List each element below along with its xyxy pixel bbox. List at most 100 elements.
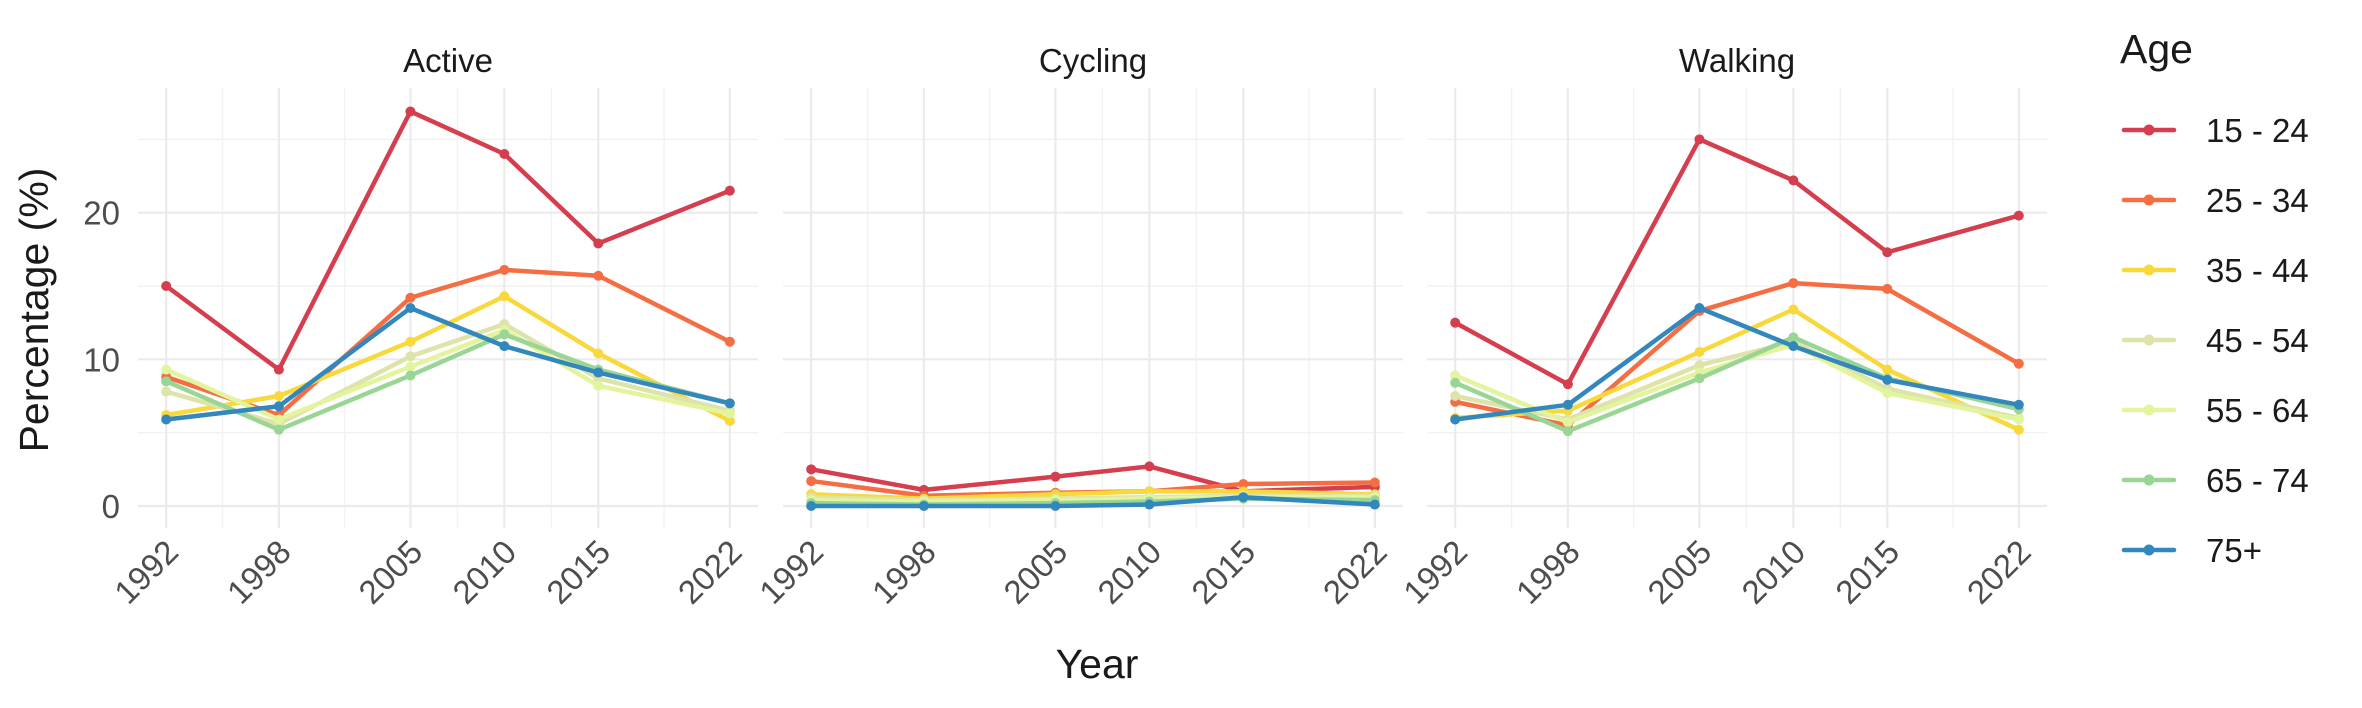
data-point: [1788, 175, 1799, 186]
data-point: [1788, 304, 1799, 315]
x-tick-label: 2010: [445, 533, 523, 611]
data-point: [1450, 414, 1461, 425]
data-point: [1882, 364, 1893, 375]
panel-cycling: Cycling 1992 1998 2005 2010 2015 2022: [752, 42, 1403, 611]
legend-item: 35 - 44: [2121, 252, 2309, 289]
data-point: [593, 380, 604, 391]
panel-background: [783, 88, 1403, 528]
data-point: [1450, 317, 1461, 328]
data-point: [273, 414, 284, 425]
data-point: [2013, 414, 2024, 425]
data-point: [405, 106, 416, 117]
legend-item: 15 - 24: [2121, 112, 2309, 149]
data-point: [405, 351, 416, 362]
data-point: [806, 464, 817, 475]
data-point: [724, 408, 735, 419]
x-axis-title: Year: [1056, 641, 1139, 687]
legend-key-point: [2143, 404, 2155, 416]
x-tick-label: 2005: [351, 533, 429, 611]
legend-key-point: [2143, 264, 2155, 276]
x-tick-label: 2010: [1734, 533, 1812, 611]
strip-label-cycling: Cycling: [1039, 42, 1147, 79]
legend-item: 75+: [2121, 532, 2262, 569]
data-point: [405, 370, 416, 381]
panel-active: Active 1992 1998 2005 2010 2015 2022 0 10 20: [83, 42, 758, 611]
legend-item: 25 - 34: [2121, 182, 2309, 219]
x-tick-label: 1992: [1396, 533, 1474, 611]
data-point: [2013, 358, 2024, 369]
legend-label: 35 - 44: [2206, 252, 2309, 289]
data-point: [1450, 391, 1461, 401]
series-line-45-54: [163, 321, 733, 427]
legend-label: 55 - 64: [2206, 392, 2309, 429]
legend-title: Age: [2120, 26, 2193, 72]
data-point: [724, 415, 735, 426]
legend-item: 55 - 64: [2121, 392, 2309, 429]
data-point: [1144, 499, 1155, 510]
data-point: [593, 348, 604, 359]
series-line-35-44: [1452, 307, 2022, 432]
y-tick-label: 10: [83, 341, 120, 378]
x-tick-label: 2005: [996, 533, 1074, 611]
x-tick-label: 2022: [1960, 533, 2038, 611]
data-point: [2013, 424, 2024, 435]
x-tick-label: 2022: [671, 533, 749, 611]
legend-item: 45 - 54: [2121, 322, 2309, 359]
data-point: [1050, 501, 1061, 511]
data-point: [405, 292, 416, 303]
series-line-15-24: [163, 109, 733, 372]
legend-label: 45 - 54: [2206, 322, 2309, 359]
data-point: [724, 336, 735, 347]
data-point: [1882, 247, 1893, 258]
data-point: [918, 501, 929, 511]
data-point: [499, 291, 510, 302]
data-point: [161, 414, 172, 425]
legend-label: 75+: [2206, 532, 2262, 569]
data-point: [1694, 360, 1705, 371]
panel-walking: Walking 1992 1998 2005 2010 2015 2022: [1396, 42, 2047, 611]
x-tick-label: 1998: [1509, 533, 1587, 611]
legend-key-point: [2143, 474, 2155, 486]
data-point: [1562, 426, 1573, 437]
x-tick-label: 1998: [220, 533, 298, 611]
series-line-35-44: [163, 294, 733, 424]
legend-label: 25 - 34: [2206, 182, 2309, 219]
data-point: [161, 376, 172, 387]
x-tick-label: 1992: [107, 533, 185, 611]
data-point: [1788, 332, 1799, 343]
data-point: [1050, 471, 1061, 482]
legend-label: 15 - 24: [2206, 112, 2309, 149]
data-point: [1450, 377, 1461, 388]
data-point: [593, 238, 604, 249]
data-point: [724, 185, 735, 196]
data-point: [161, 364, 172, 375]
data-point: [2013, 210, 2024, 221]
legend-key-point: [2143, 334, 2155, 346]
data-point: [1882, 283, 1893, 294]
y-axis-title: Percentage (%): [11, 168, 57, 453]
data-point: [1369, 499, 1380, 510]
x-tick-label: 1992: [752, 533, 830, 611]
legend-item: 65 - 74: [2121, 462, 2309, 499]
x-tick-label: 1998: [865, 533, 943, 611]
data-point: [1562, 399, 1573, 410]
data-point: [806, 501, 817, 511]
x-tick-label: 2010: [1090, 533, 1168, 611]
series-line-15-24: [1452, 137, 2022, 387]
x-tick-label: 2015: [1828, 533, 1906, 611]
data-point: [1694, 373, 1705, 384]
data-point: [1882, 388, 1893, 399]
data-point: [161, 386, 172, 397]
y-tick-label: 20: [83, 195, 120, 232]
data-point: [405, 361, 416, 372]
data-point: [1562, 417, 1573, 428]
data-point: [405, 336, 416, 347]
x-tick-label: 2005: [1640, 533, 1718, 611]
legend-key-point: [2143, 124, 2155, 136]
data-point: [2013, 399, 2024, 410]
data-point: [1144, 461, 1155, 472]
panel-background: [138, 88, 758, 528]
data-point: [724, 398, 735, 409]
data-point: [806, 476, 817, 487]
